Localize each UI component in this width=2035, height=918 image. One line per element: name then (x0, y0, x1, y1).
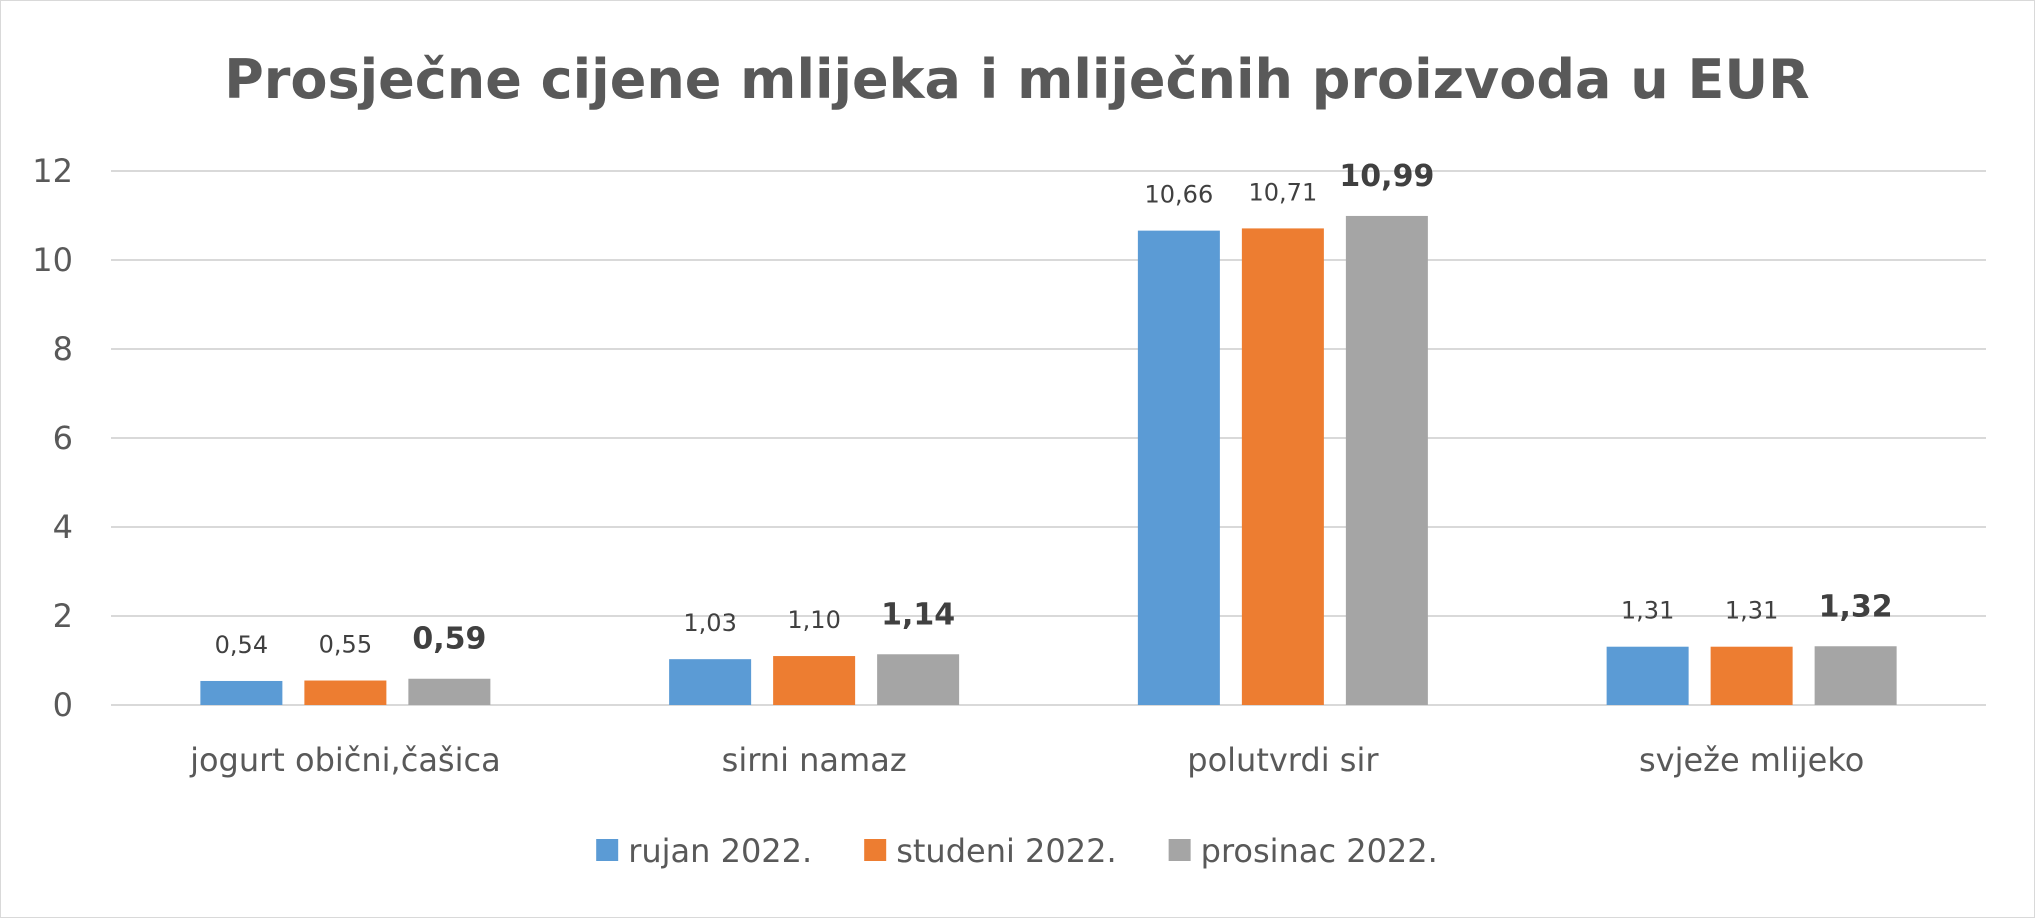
data-label: 0,55 (319, 631, 372, 659)
category-label: jogurt obični,čašica (189, 741, 501, 779)
data-label: 10,66 (1145, 181, 1214, 209)
data-label: 1,31 (1725, 597, 1778, 625)
data-label: 10,99 (1339, 159, 1434, 194)
data-label: 1,31 (1621, 597, 1674, 625)
legend-swatch (596, 839, 619, 861)
legend-swatch (1168, 839, 1191, 861)
y-tick-label: 8 (53, 330, 73, 368)
data-label: 1,32 (1819, 589, 1893, 624)
data-label: 0,54 (215, 631, 268, 659)
category-label: polutvrdi sir (1187, 741, 1379, 779)
bar (1814, 646, 1897, 705)
y-axis-ticks: 0 2 4 6 8 10 12 (32, 152, 73, 724)
bar (773, 656, 856, 705)
y-tick-label: 2 (53, 597, 73, 635)
bar (1137, 230, 1220, 705)
data-label: 0,59 (412, 622, 486, 657)
legend-item: prosinac 2022. (1168, 832, 1438, 870)
data-label: 1,14 (881, 597, 955, 632)
data-label: 1,10 (787, 606, 840, 634)
bar (304, 680, 387, 705)
legend: rujan 2022. studeni 2022. prosinac 2022. (596, 832, 1438, 870)
bars (200, 215, 1897, 705)
x-axis-categories: jogurt obični,čašica sirni namaz polutvrdi… (189, 741, 1864, 779)
data-label: 1,03 (683, 609, 736, 637)
y-tick-label: 12 (32, 152, 73, 190)
bar (408, 678, 491, 705)
bar (877, 654, 960, 705)
data-labels: 0,54 0,55 0,59 1,03 1,10 1,14 10,66 10,71 10,99 1… (215, 159, 1893, 659)
legend-label: rujan 2022. (628, 832, 812, 870)
legend-label: prosinac 2022. (1201, 832, 1438, 870)
bar (1710, 646, 1793, 705)
bar (1241, 228, 1324, 705)
data-label: 10,71 (1249, 178, 1318, 206)
bar (200, 680, 283, 705)
bar (1345, 215, 1428, 705)
legend-label: studeni 2022. (896, 832, 1116, 870)
gridlines (111, 170, 1986, 706)
legend-swatch (864, 839, 887, 861)
y-tick-label: 6 (53, 419, 73, 457)
legend-item: rujan 2022. (596, 832, 812, 870)
y-tick-label: 0 (53, 686, 73, 724)
bar (669, 659, 752, 705)
y-tick-label: 4 (53, 508, 73, 546)
chart-title: Prosječne cijene mlijeka i mliječnih pro… (224, 48, 1810, 111)
category-label: svježe mlijeko (1639, 741, 1864, 779)
bar (1606, 646, 1689, 705)
y-tick-label: 10 (32, 241, 73, 279)
category-label: sirni namaz (722, 741, 907, 779)
legend-item: studeni 2022. (864, 832, 1117, 870)
